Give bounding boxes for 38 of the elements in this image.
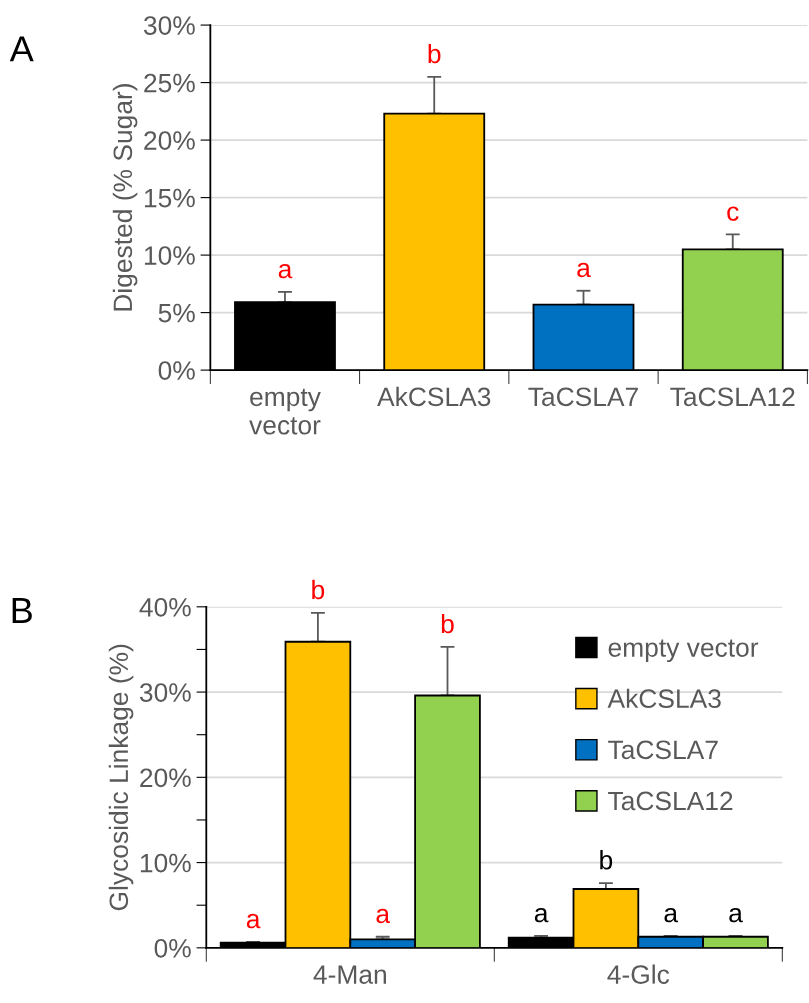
data-label: b [312,579,325,600]
data-label: a [376,908,391,924]
y-tick-label: 0% [154,938,191,958]
y-tick-label: 0% [158,361,195,380]
data-label: a [729,907,743,923]
y-tick-label: 25% [144,73,195,93]
legend-label: TaCSLA12 [608,791,733,811]
y-tick-label: 30% [143,16,195,35]
chart-title: B [12,598,32,623]
y-tick-label: 15% [144,188,195,208]
x-tick-label: AkCSLA3 [377,386,491,407]
y-axis-title: Digested (% Sugar) [112,84,138,311]
x-tick-label: 4-Glc [607,964,670,984]
y-tick-label: 10% [140,853,191,873]
y-axis-title: Glycosidic Linkage (%) [108,644,134,911]
y-tick-label: 5% [158,303,195,323]
x-tick-label: TaCSLA7 [528,387,638,407]
data-label: b [600,850,613,870]
y-tick-label: 10% [144,246,195,265]
data-label: a [246,913,261,929]
y-tick-label: 40% [139,597,191,617]
data-label: b [428,43,441,64]
x-tick-label: empty vector [249,388,321,435]
data-label: b [441,613,454,634]
legend-label: empty vector [608,639,759,663]
data-label: c [727,206,739,221]
y-tick-label: 20% [140,768,191,788]
legend-label: TaCSLA7 [608,740,718,760]
x-tick-label: 4-Man [313,965,386,984]
data-label: a [577,262,591,278]
data-label: a [664,907,679,923]
chart-title: A [9,36,34,62]
legend-label: AkCSLA3 [607,688,721,709]
data-label: a [534,907,549,923]
data-label: a [278,263,293,279]
x-tick-label: TaCSLA12 [670,387,795,407]
y-tick-label: 30% [139,683,191,702]
y-tick-label: 20% [144,131,195,150]
